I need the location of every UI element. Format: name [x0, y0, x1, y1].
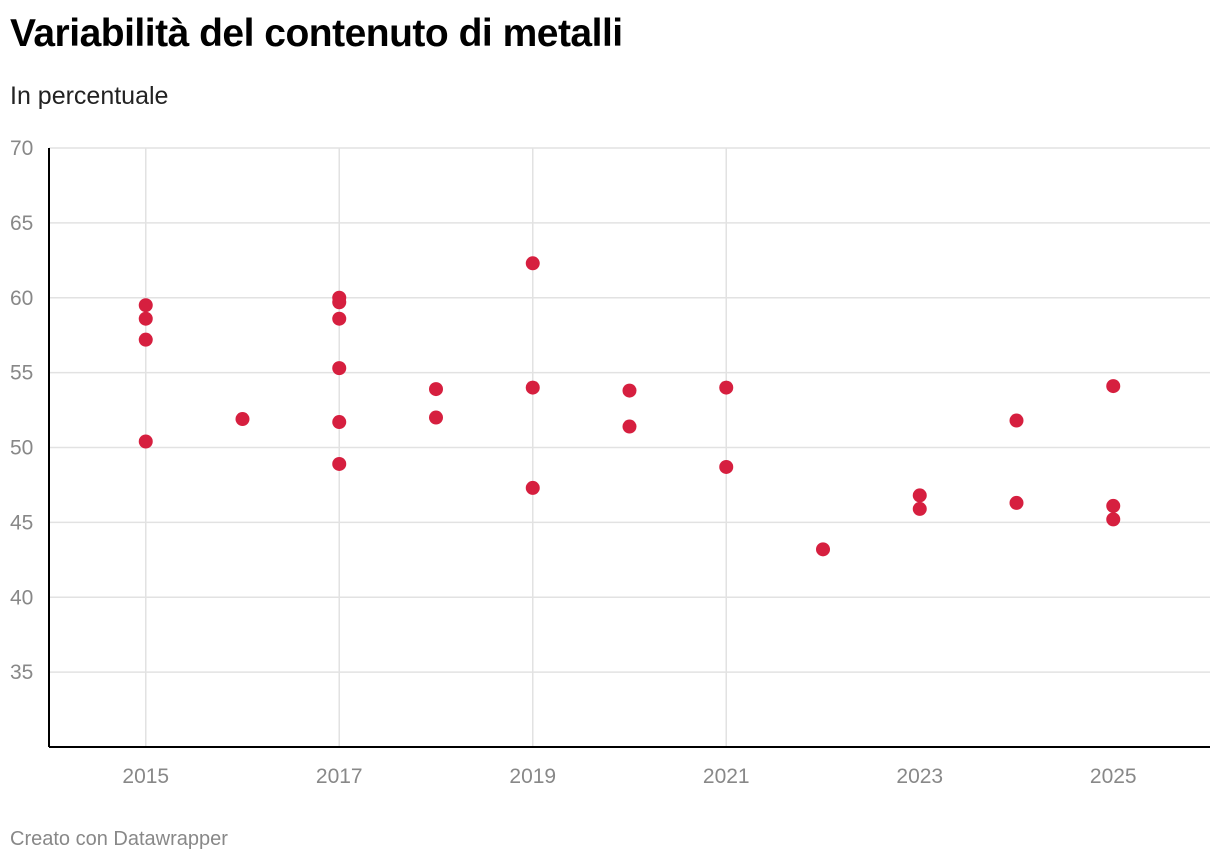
data-point: [525, 480, 540, 495]
x-tick-label: 2021: [703, 765, 750, 788]
data-point: [912, 501, 927, 516]
x-tick-label: 2015: [122, 765, 169, 788]
footer-credit: Creato con Datawrapper: [10, 828, 228, 850]
data-point: [138, 298, 153, 313]
data-point: [138, 311, 153, 326]
y-tick-label: 45: [10, 511, 33, 534]
data-point: [1106, 379, 1121, 394]
data-point: [622, 419, 637, 434]
y-tick-label: 70: [10, 137, 33, 160]
data-point: [429, 410, 443, 425]
data-point: [332, 456, 347, 471]
data-point: [525, 256, 540, 271]
data-point: [1009, 413, 1024, 428]
tick-layer: 35 40 45 50 55 60 65 70 2015 2017 2019 2021 2023 2025: [10, 137, 1137, 788]
data-point: [332, 311, 347, 326]
data-point: [816, 542, 830, 557]
data-point: [525, 380, 540, 395]
data-point: [429, 382, 443, 397]
y-tick-label: 50: [10, 437, 33, 460]
x-tick-label: 2017: [316, 765, 363, 788]
point-layer: [138, 256, 1121, 557]
data-point: [719, 380, 734, 395]
data-point: [138, 434, 153, 449]
y-tick-label: 40: [10, 586, 33, 609]
data-point: [1106, 512, 1121, 527]
y-tick-label: 55: [10, 362, 33, 385]
x-tick-label: 2023: [896, 765, 943, 788]
data-point: [332, 361, 347, 376]
data-point: [332, 415, 347, 430]
x-tick-label: 2025: [1090, 765, 1137, 788]
data-point: [912, 488, 927, 503]
chart-subtitle: In percentuale: [10, 82, 169, 110]
data-point: [622, 383, 637, 398]
axis-layer: [48, 148, 1210, 748]
data-point: [719, 459, 734, 474]
chart-title: Variabilità del contenuto di metalli: [10, 12, 623, 55]
data-point: [1106, 498, 1121, 513]
data-point: [332, 295, 347, 310]
grid-layer: [49, 147, 1210, 747]
data-point: [138, 332, 153, 347]
y-tick-label: 60: [10, 287, 33, 310]
data-point: [235, 412, 250, 427]
y-tick-label: 35: [10, 661, 33, 684]
y-tick-label: 65: [10, 212, 33, 235]
data-point: [1009, 495, 1024, 510]
x-tick-label: 2019: [509, 765, 556, 788]
